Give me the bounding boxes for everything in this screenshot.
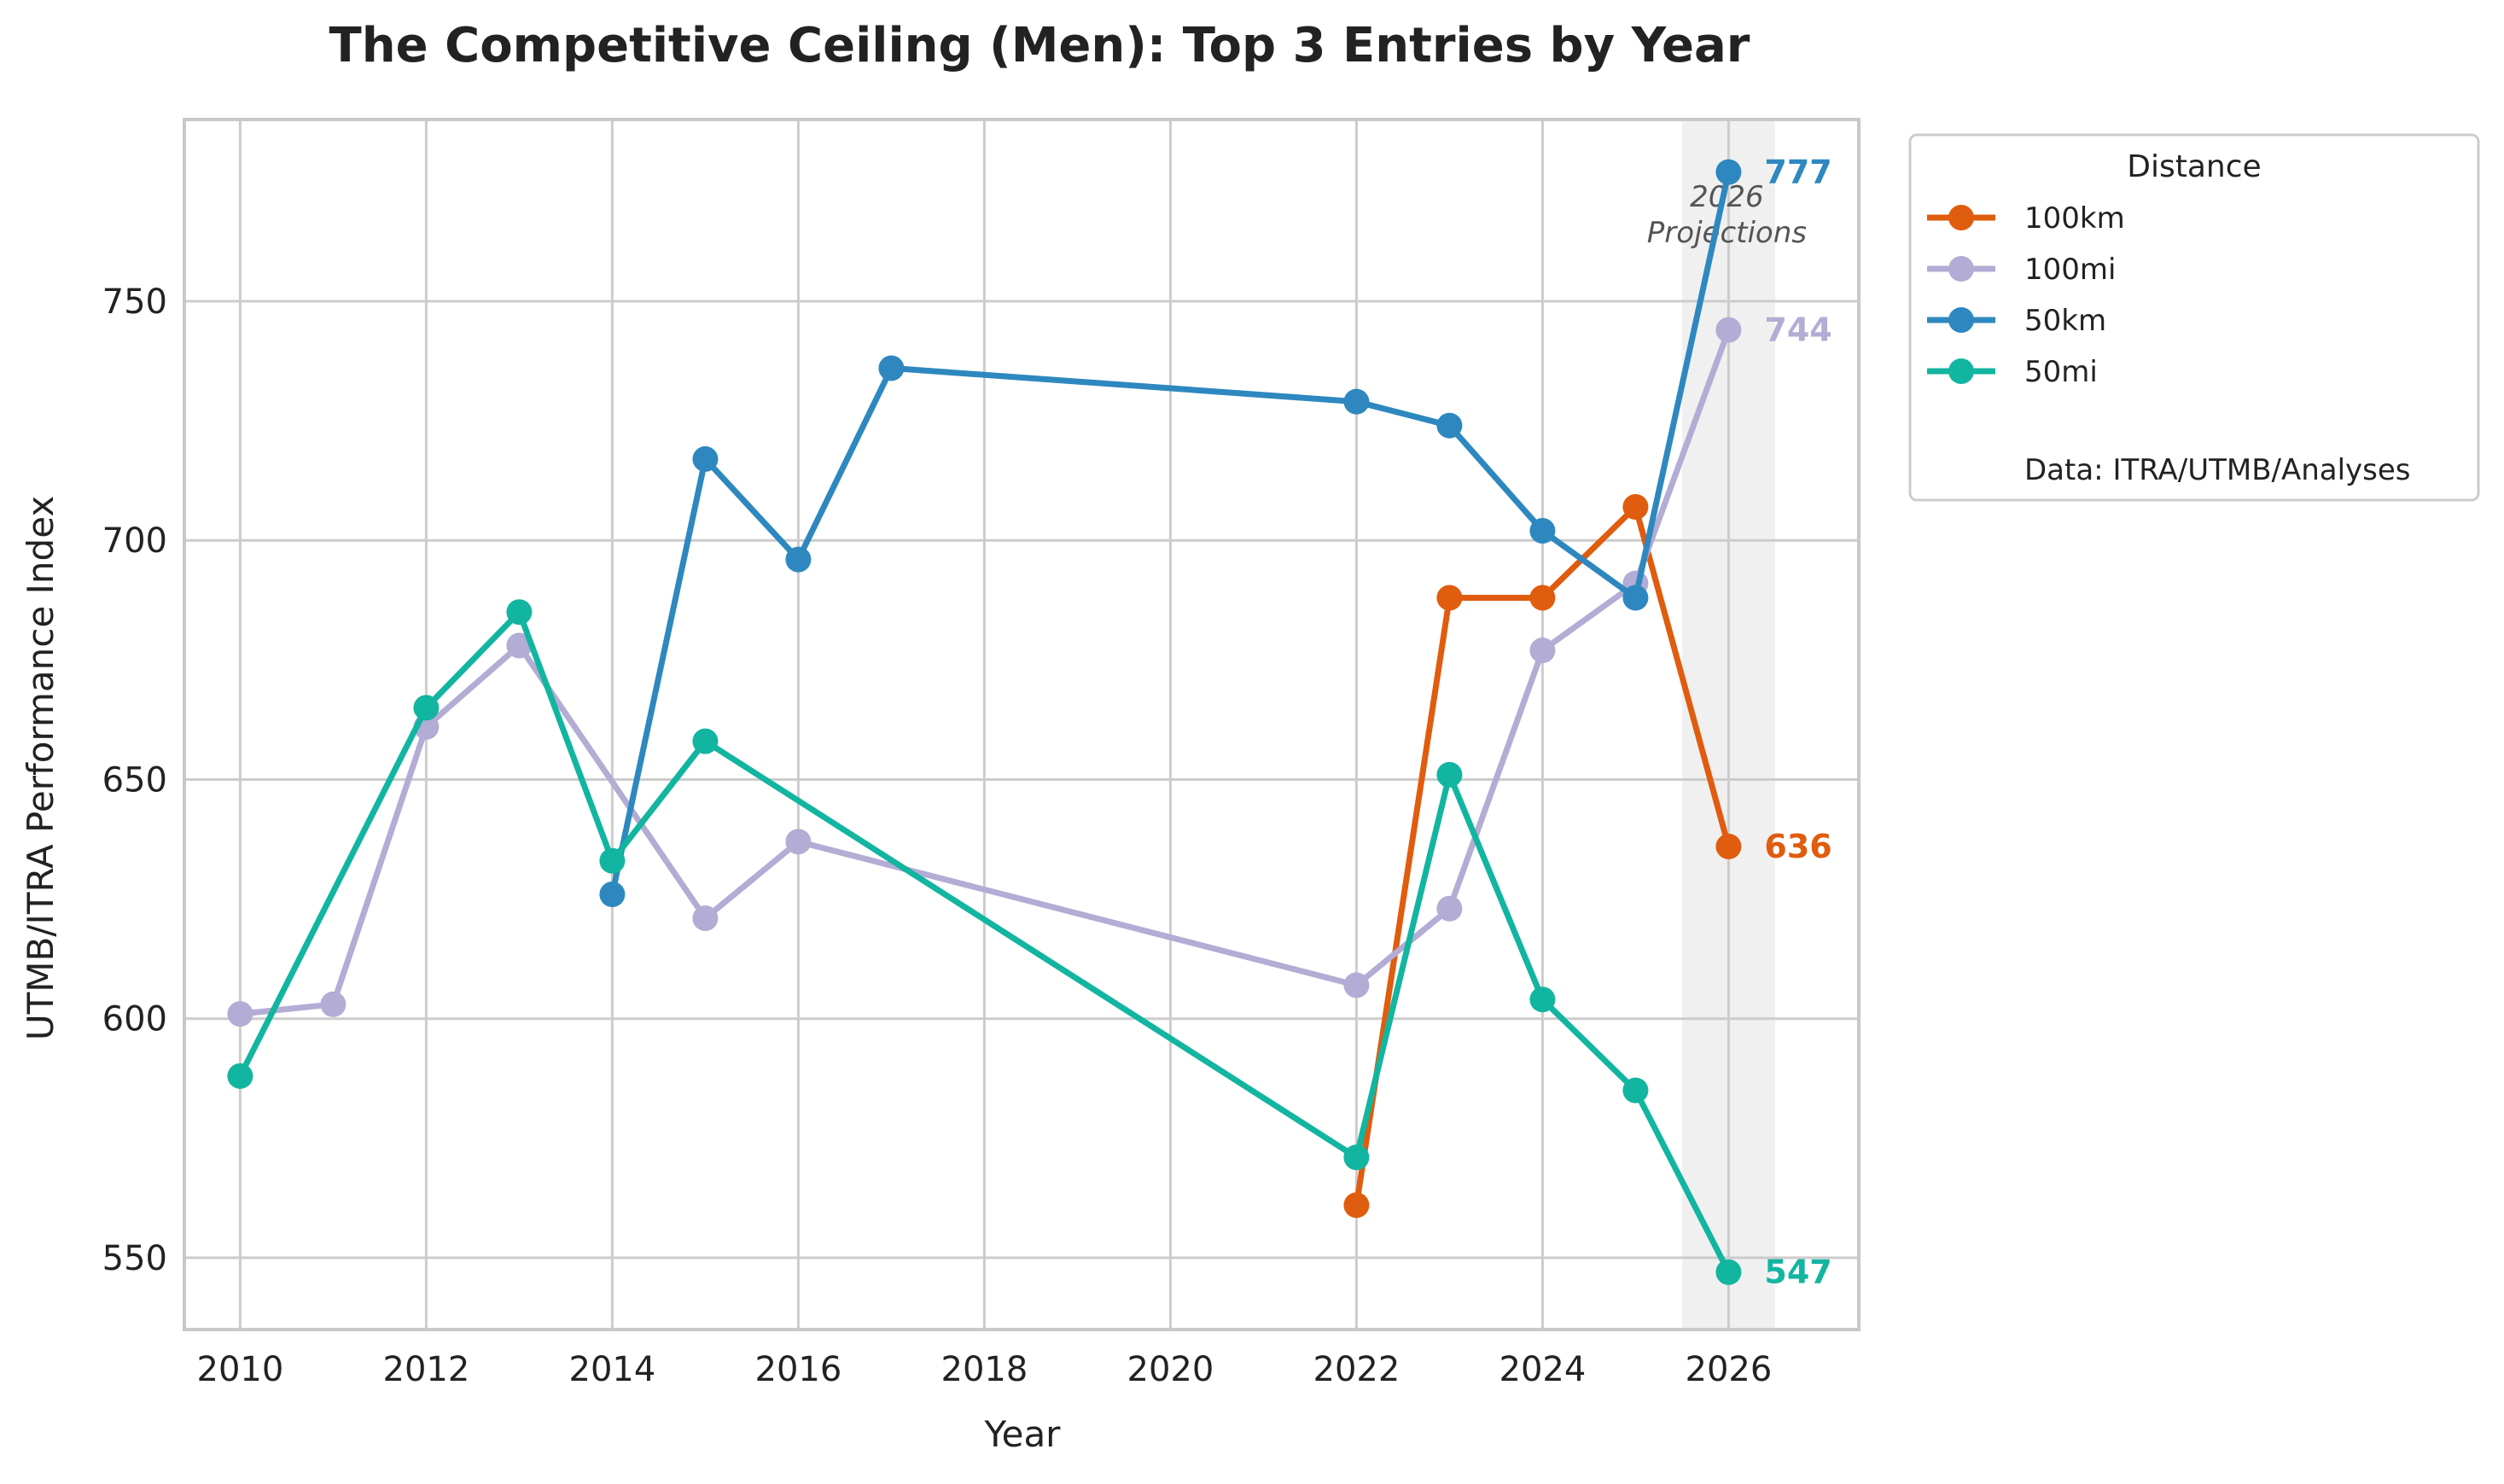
end-label-50km: 777 [1764, 154, 1831, 191]
y-tick-label: 550 [102, 1239, 167, 1278]
data-point-50mi [692, 728, 719, 754]
x-tick-label: 2024 [1499, 1350, 1587, 1389]
data-point-50mi [413, 695, 440, 721]
data-point-100mi [227, 1001, 253, 1027]
data-point-50mi [1622, 1077, 1649, 1103]
x-tick-label: 2012 [383, 1350, 470, 1389]
data-point-100mi [506, 632, 533, 659]
end-label-50mi: 547 [1764, 1254, 1831, 1291]
x-tick-label: 2014 [569, 1350, 656, 1389]
data-point-100km [1436, 585, 1463, 611]
data-point-50km [1715, 159, 1742, 185]
data-point-100km [1529, 585, 1556, 611]
end-label-100km: 636 [1764, 828, 1831, 865]
legend-note: Data: ITRA/UTMB/Analyses [2024, 453, 2411, 487]
data-point-50km [1343, 388, 1370, 415]
legend-box [1908, 133, 2480, 502]
data-point-100mi [785, 829, 812, 855]
data-point-100mi [1715, 317, 1742, 343]
data-point-50mi [227, 1062, 253, 1089]
y-tick-label: 650 [102, 760, 167, 800]
data-point-50km [1529, 518, 1556, 544]
x-axis-label: Year [984, 1413, 1062, 1455]
x-tick-label: 2010 [197, 1350, 284, 1389]
end-label-100mi: 744 [1764, 311, 1831, 349]
y-tick-label: 700 [102, 521, 167, 561]
data-point-50mi [1436, 761, 1463, 788]
data-point-50mi [599, 847, 626, 874]
data-point-100km [1622, 493, 1649, 520]
x-tick-label: 2016 [755, 1350, 842, 1389]
data-point-50km [785, 546, 812, 573]
series-line-50mi [236, 608, 1732, 1276]
legend-entry: 50km [2024, 304, 2106, 338]
data-point-50mi [506, 599, 533, 626]
y-axis-label: UTMB/ITRA Performance Index [20, 496, 61, 1040]
legend-entry: 50mi [2024, 355, 2098, 389]
x-tick-label: 2022 [1313, 1350, 1400, 1389]
legend-swatch-marker [1948, 205, 1974, 230]
legend-swatch-marker [1948, 358, 1974, 384]
projection-label-line2: Projections [1647, 216, 1807, 250]
x-tick-label: 2026 [1686, 1350, 1773, 1389]
data-point-50mi [1715, 1259, 1742, 1285]
data-point-50mi [1529, 986, 1556, 1013]
data-point-50km [692, 445, 719, 472]
data-point-100mi [1343, 972, 1370, 998]
y-tick-label: 750 [102, 282, 167, 322]
legend-swatch-marker [1948, 256, 1974, 282]
data-point-50mi [1343, 1144, 1370, 1171]
data-point-100mi [1529, 637, 1556, 664]
data-point-100mi [320, 991, 346, 1017]
x-tick-label: 2020 [1127, 1350, 1214, 1389]
plot-frame [183, 118, 1861, 1331]
data-point-100mi [692, 905, 719, 931]
data-point-100mi [1436, 895, 1463, 922]
data-point-50km [599, 881, 626, 907]
data-point-50km [878, 355, 905, 381]
x-tick-label: 2018 [941, 1350, 1028, 1389]
data-point-50km [1436, 412, 1463, 439]
legend-entry: 100mi [2024, 253, 2116, 287]
plot-area: 2010 2012 2014 2016 2018 2020 2022 2024 2026 550 6… [102, 118, 1861, 1389]
data-point-100km [1343, 1192, 1370, 1219]
data-point-100km [1715, 833, 1742, 859]
y-tick-label: 600 [102, 1000, 167, 1039]
data-point-50km [1622, 585, 1649, 611]
legend-swatch-marker [1948, 307, 1974, 333]
legend-entry: 100km [2024, 201, 2125, 236]
chart-title: The Competitive Ceiling (Men): Top 3 Ent… [329, 18, 1750, 73]
legend-title: Distance [2127, 149, 2261, 184]
